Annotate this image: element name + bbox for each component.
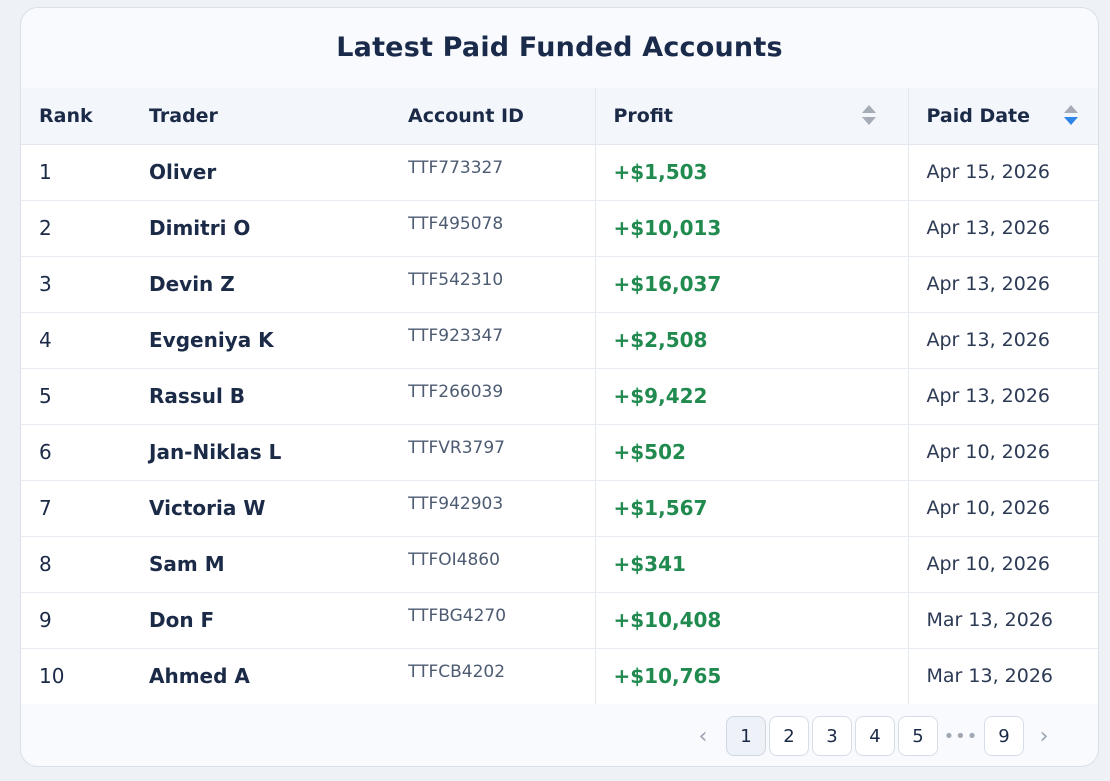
account-id-cell: TTF942903 bbox=[408, 494, 504, 514]
paid-date-cell: Apr 13, 2026 bbox=[907, 256, 1098, 313]
trader-cell: Evgeniya K bbox=[131, 312, 390, 369]
account-id-cell: TTF923347 bbox=[408, 326, 504, 346]
trader-cell: Devin Z bbox=[131, 256, 390, 313]
rank-cell: 2 bbox=[21, 200, 131, 257]
page-button-4[interactable]: 4 bbox=[855, 716, 895, 756]
column-header-profit[interactable]: Profit bbox=[594, 88, 908, 145]
trader-cell: Jan-Niklas L bbox=[131, 424, 390, 481]
paid-date-cell: Apr 10, 2026 bbox=[907, 536, 1098, 593]
profit-cell: +$10,765 bbox=[594, 648, 908, 704]
rank-cell: 6 bbox=[21, 424, 131, 481]
paid-date-cell: Apr 10, 2026 bbox=[907, 424, 1098, 481]
rank-cell: 7 bbox=[21, 480, 131, 537]
rank-cell: 4 bbox=[21, 312, 131, 369]
table-header-row: Rank Trader Account ID Profit Paid Date bbox=[21, 88, 1098, 145]
chevron-right-icon[interactable]: › bbox=[1039, 723, 1049, 749]
trader-cell: Dimitri O bbox=[131, 200, 390, 257]
profit-cell: +$1,567 bbox=[594, 480, 908, 537]
table-row: 8 Sam M TTFOI4860 +$341 Apr 10, 2026 bbox=[21, 536, 1098, 593]
pagination: ‹ 1 2 3 4 5 ••• 9 › bbox=[683, 716, 1064, 756]
table-row: 1 Oliver TTF773327 +$1,503 Apr 15, 2026 bbox=[21, 144, 1098, 201]
profit-cell: +$341 bbox=[594, 536, 908, 593]
profit-cell: +$10,013 bbox=[594, 200, 908, 257]
profit-cell: +$2,508 bbox=[594, 312, 908, 369]
paid-date-cell: Apr 10, 2026 bbox=[907, 480, 1098, 537]
profit-cell: +$10,408 bbox=[594, 592, 908, 649]
account-id-cell: TTFOI4860 bbox=[408, 550, 500, 570]
rank-cell: 9 bbox=[21, 592, 131, 649]
column-header-paid-date-label: Paid Date bbox=[926, 104, 1031, 127]
page-button-1[interactable]: 1 bbox=[726, 716, 766, 756]
column-header-profit-label: Profit bbox=[613, 104, 674, 127]
table-row: 2 Dimitri O TTF495078 +$10,013 Apr 13, 2… bbox=[21, 200, 1098, 257]
rank-cell: 3 bbox=[21, 256, 131, 313]
page-button-3[interactable]: 3 bbox=[812, 716, 852, 756]
rank-cell: 5 bbox=[21, 368, 131, 425]
page-button-5[interactable]: 5 bbox=[898, 716, 938, 756]
sort-descending-icon bbox=[861, 117, 876, 125]
rank-cell: 8 bbox=[21, 536, 131, 593]
paid-date-cell: Apr 13, 2026 bbox=[907, 200, 1098, 257]
column-header-rank: Rank bbox=[21, 88, 131, 145]
table-row: 5 Rassul B TTF266039 +$9,422 Apr 13, 202… bbox=[21, 368, 1098, 425]
account-id-cell: TTF266039 bbox=[408, 382, 504, 402]
pagination-ellipsis[interactable]: ••• bbox=[943, 725, 979, 747]
table-row: 4 Evgeniya K TTF923347 +$2,508 Apr 13, 2… bbox=[21, 312, 1098, 369]
page-button-2[interactable]: 2 bbox=[769, 716, 809, 756]
trader-cell: Oliver bbox=[131, 144, 390, 201]
table-row: 10 Ahmed A TTFCB4202 +$10,765 Mar 13, 20… bbox=[21, 648, 1098, 704]
sort-ascending-icon bbox=[1063, 105, 1078, 113]
paid-date-cell: Apr 13, 2026 bbox=[907, 368, 1098, 425]
page-button-last[interactable]: 9 bbox=[984, 716, 1024, 756]
account-id-cell: TTF773327 bbox=[408, 158, 504, 178]
chevron-left-icon[interactable]: ‹ bbox=[698, 723, 708, 749]
paid-date-cell: Mar 13, 2026 bbox=[907, 648, 1098, 704]
profit-cell: +$1,503 bbox=[594, 144, 908, 201]
account-id-cell: TTFVR3797 bbox=[408, 438, 505, 458]
table-row: 6 Jan-Niklas L TTFVR3797 +$502 Apr 10, 2… bbox=[21, 424, 1098, 481]
sort-descending-icon bbox=[1063, 117, 1078, 125]
trader-cell: Victoria W bbox=[131, 480, 390, 537]
paid-date-cell: Mar 13, 2026 bbox=[907, 592, 1098, 649]
trader-cell: Don F bbox=[131, 592, 390, 649]
profit-cell: +$16,037 bbox=[594, 256, 908, 313]
profit-cell: +$9,422 bbox=[594, 368, 908, 425]
rank-cell: 1 bbox=[21, 144, 131, 201]
paid-date-cell: Apr 13, 2026 bbox=[907, 312, 1098, 369]
trader-cell: Rassul B bbox=[131, 368, 390, 425]
account-id-cell: TTF495078 bbox=[408, 214, 504, 234]
table-row: 7 Victoria W TTF942903 +$1,567 Apr 10, 2… bbox=[21, 480, 1098, 537]
rank-cell: 10 bbox=[39, 664, 65, 688]
table-row: 3 Devin Z TTF542310 +$16,037 Apr 13, 202… bbox=[21, 256, 1098, 313]
sort-ascending-icon bbox=[861, 105, 876, 113]
account-id-cell: TTFBG4270 bbox=[408, 606, 507, 626]
sort-icon[interactable] bbox=[861, 105, 876, 127]
trader-cell: Ahmed A bbox=[149, 664, 250, 688]
trader-cell: Sam M bbox=[131, 536, 390, 593]
column-header-paid-date[interactable]: Paid Date bbox=[907, 88, 1098, 145]
page-title: Latest Paid Funded Accounts bbox=[336, 32, 783, 63]
accounts-card: Latest Paid Funded Accounts Rank Trader … bbox=[20, 7, 1099, 767]
accounts-table: Rank Trader Account ID Profit Paid Date bbox=[21, 88, 1098, 704]
table-row: 9 Don F TTFBG4270 +$10,408 Mar 13, 2026 bbox=[21, 592, 1098, 649]
sort-icon-active[interactable] bbox=[1063, 105, 1078, 127]
paid-date-cell: Apr 15, 2026 bbox=[907, 144, 1098, 201]
profit-cell: +$502 bbox=[594, 424, 908, 481]
column-header-trader: Trader bbox=[131, 88, 390, 145]
account-id-cell: TTF542310 bbox=[408, 270, 504, 290]
column-header-account-id: Account ID bbox=[390, 88, 595, 145]
account-id-cell: TTFCB4202 bbox=[408, 662, 506, 682]
